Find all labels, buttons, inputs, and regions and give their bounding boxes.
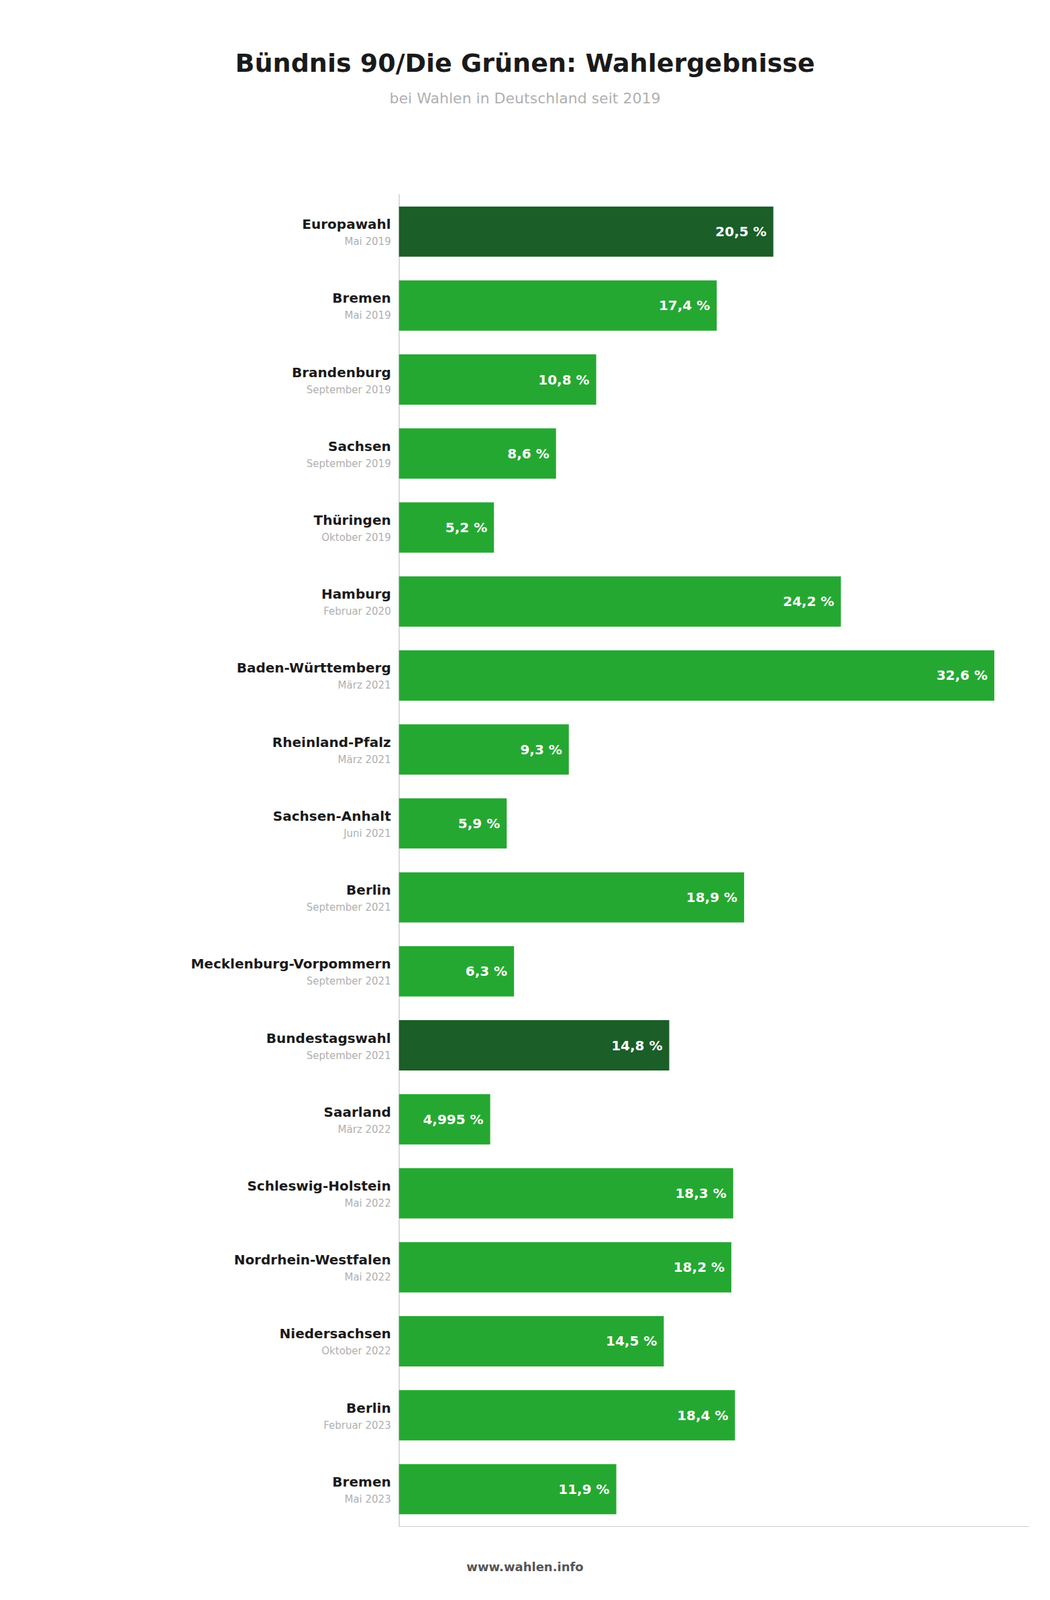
svg-text:www.wahlen.info: www.wahlen.info [466, 1559, 584, 1574]
svg-text:Hamburg: Hamburg [321, 585, 392, 602]
svg-text:Bundestagswahl: Bundestagswahl [266, 1029, 392, 1046]
svg-text:Baden-Württemberg: Baden-Württemberg [236, 659, 392, 676]
svg-text:Sachsen-Anhalt: Sachsen-Anhalt [273, 807, 392, 824]
svg-text:17,4 %: 17,4 % [658, 297, 710, 314]
svg-text:Bremen: Bremen [332, 289, 391, 306]
svg-text:Saarland: Saarland [324, 1103, 392, 1120]
svg-text:10,8 %: 10,8 % [538, 371, 590, 388]
svg-text:Oktober 2022: Oktober 2022 [321, 1344, 391, 1357]
svg-text:14,5 %: 14,5 % [605, 1332, 657, 1349]
svg-text:20,5 %: 20,5 % [715, 223, 767, 240]
svg-text:Februar 2020: Februar 2020 [323, 605, 392, 618]
svg-text:Berlin: Berlin [346, 881, 392, 898]
svg-text:5,9 %: 5,9 % [458, 815, 500, 832]
svg-text:Mai 2023: Mai 2023 [344, 1492, 391, 1505]
svg-text:Nordrhein-Westfalen: Nordrhein-Westfalen [234, 1251, 392, 1268]
svg-text:18,9 %: 18,9 % [686, 888, 738, 906]
svg-text:Sachsen: Sachsen [328, 438, 392, 455]
svg-text:September 2021: September 2021 [306, 901, 392, 914]
svg-text:Juni 2021: Juni 2021 [342, 827, 392, 840]
svg-text:11,9 %: 11,9 % [558, 1480, 610, 1497]
svg-text:Mai 2022: Mai 2022 [344, 1196, 391, 1210]
svg-text:Brandenburg: Brandenburg [291, 364, 392, 381]
svg-text:September 2019: September 2019 [306, 457, 392, 470]
svg-text:Niedersachsen: Niedersachsen [279, 1325, 392, 1342]
svg-text:Mai 2019: Mai 2019 [344, 235, 391, 248]
svg-text:18,4 %: 18,4 % [676, 1406, 728, 1424]
svg-text:September 2019: September 2019 [306, 383, 392, 396]
svg-text:4,995 %: 4,995 % [422, 1111, 484, 1128]
svg-text:bei Wahlen in Deutschland seit: bei Wahlen in Deutschland seit 2019 [389, 89, 661, 107]
svg-text:8,6 %: 8,6 % [507, 445, 549, 462]
svg-text:6,3 %: 6,3 % [465, 962, 508, 979]
svg-text:Schleswig-Holstein: Schleswig-Holstein [246, 1177, 391, 1194]
svg-text:Februar 2023: Februar 2023 [323, 1419, 392, 1432]
svg-text:5,2 %: 5,2 % [445, 519, 488, 536]
svg-text:September 2021: September 2021 [306, 974, 392, 987]
svg-text:März 2021: März 2021 [338, 678, 392, 692]
svg-text:Mecklenburg-Vorpommern: Mecklenburg-Vorpommern [190, 955, 391, 972]
svg-text:24,2 %: 24,2 % [782, 593, 834, 610]
svg-text:32,6 %: 32,6 % [936, 666, 988, 684]
svg-text:Rheinland-Pfalz: Rheinland-Pfalz [272, 733, 392, 751]
svg-text:Mai 2019: Mai 2019 [344, 309, 391, 322]
svg-text:9,3 %: 9,3 % [519, 741, 562, 758]
svg-text:Thüringen: Thüringen [313, 511, 391, 529]
svg-text:Bremen: Bremen [332, 1473, 391, 1490]
svg-text:18,3 %: 18,3 % [674, 1184, 726, 1201]
svg-text:März 2021: März 2021 [338, 753, 392, 766]
svg-text:September 2021: September 2021 [306, 1049, 392, 1062]
svg-text:Europawahl: Europawahl [301, 216, 391, 233]
svg-text:Oktober 2019: Oktober 2019 [321, 531, 391, 544]
svg-text:Mai 2022: Mai 2022 [344, 1270, 391, 1283]
svg-text:März 2022: März 2022 [338, 1123, 392, 1136]
svg-text:Bündnis 90/Die Grünen: Wahlerg: Bündnis 90/Die Grünen: Wahlergebnisse [235, 48, 816, 78]
svg-text:18,2 %: 18,2 % [673, 1258, 725, 1275]
svg-text:14,8 %: 14,8 % [611, 1037, 663, 1054]
svg-text:Berlin: Berlin [346, 1399, 392, 1416]
